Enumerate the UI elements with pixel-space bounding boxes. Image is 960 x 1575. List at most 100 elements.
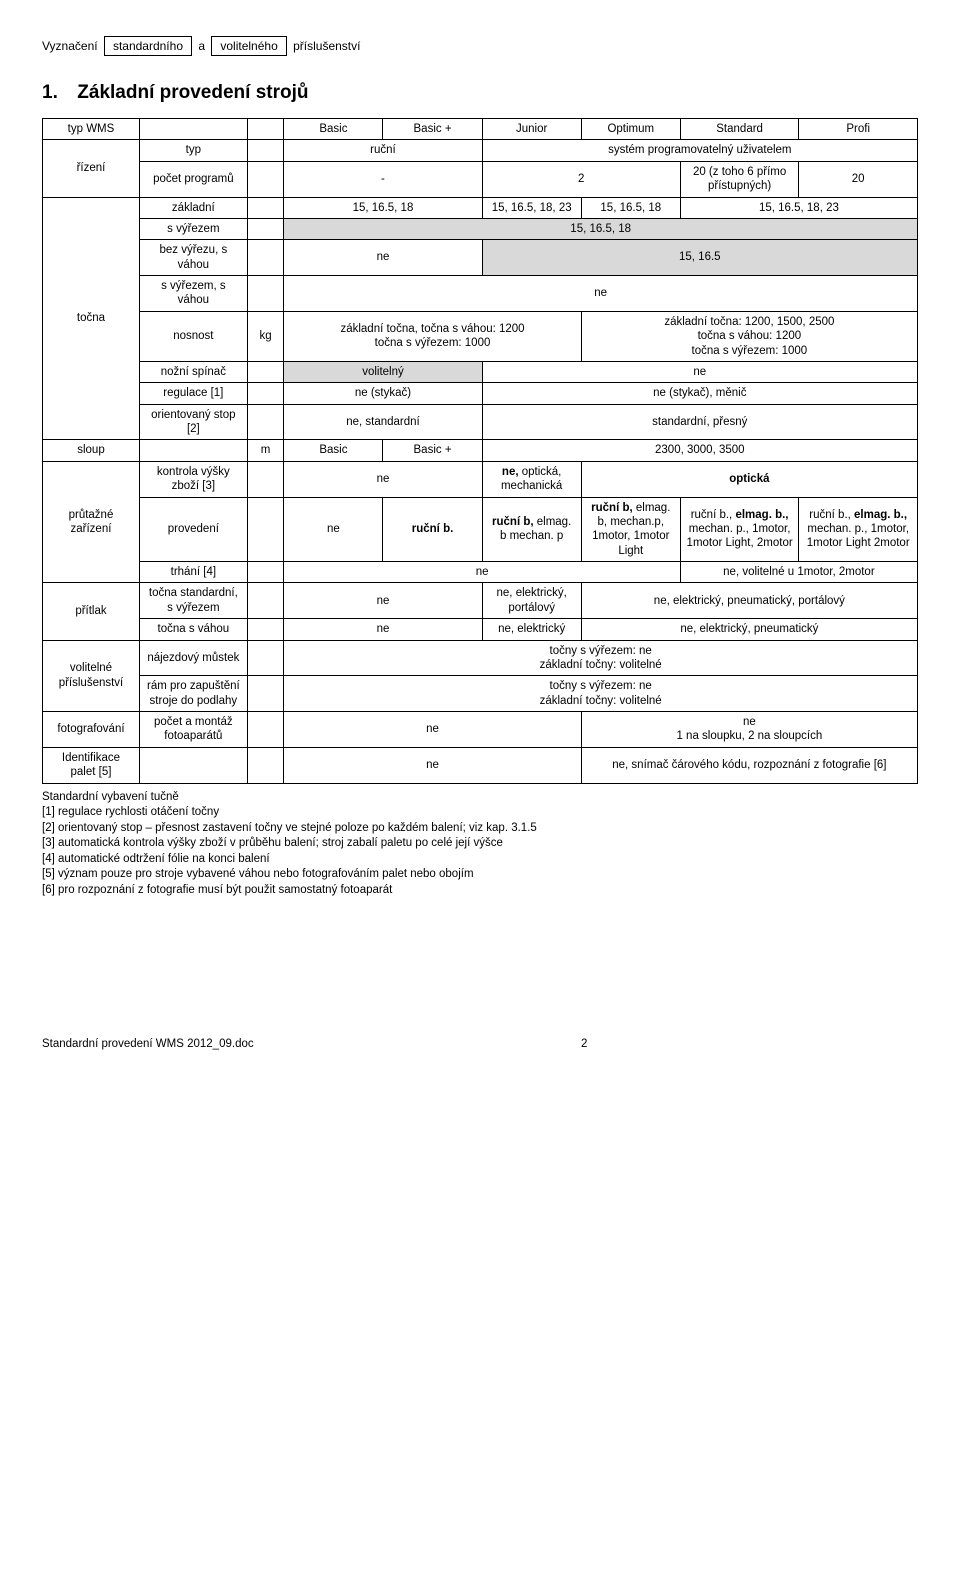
cell-stop-r: standardní, přesný (482, 404, 917, 440)
legend-row: Vyznačení standardního a volitelného pří… (42, 36, 918, 56)
cell-spinac-ne: ne (482, 361, 917, 382)
note-2: [2] orientovaný stop – přesnost zastaven… (42, 821, 918, 837)
cell-tocna-zakl: základní (139, 197, 247, 218)
cell-prov-j: ruční b, elmag. b mechan. p (482, 497, 581, 562)
row-pritlak-std: přítlak točna standardní, s výřezem ne n… (43, 583, 918, 619)
footnotes: Standardní vybavení tučně [1] regulace r… (42, 790, 918, 899)
note-1: [1] regulace rychlosti otáčení točny (42, 805, 918, 821)
cell-pritlak-vahou-mid: ne, elektrický (482, 619, 581, 640)
cell-ident: Identifikace palet [5] (43, 747, 140, 783)
cell-prog-2: 2 (482, 161, 680, 197)
cell-trhani-r: ne, volitelné u 1motor, 2motor (680, 562, 917, 583)
cell-vol-mustek: nájezdový můstek (139, 640, 247, 676)
cell-tocna-vyrezvahou: s výřezem, s váhou (139, 276, 247, 312)
cell-pritlak: přítlak (43, 583, 140, 640)
cell-prov-basic: ne (284, 497, 383, 562)
page-footer: Standardní provedení WMS 2012_09.doc 2 . (42, 1038, 918, 1050)
cell-tocna-vyrezvahou-blank (247, 276, 284, 312)
row-prut-trhani: trhání [4] ne ne, volitelné u 1motor, 2m… (43, 562, 918, 583)
cell-prut-provedeni-blank (247, 497, 284, 562)
legend-optional-box: volitelného (211, 36, 286, 56)
cell-vol-ram-blank (247, 676, 284, 712)
cell-rizeni-typ: typ (139, 140, 247, 161)
cell-prog-20note: 20 (z toho 6 přímo přístupných) (680, 161, 799, 197)
cell-nosnost-right: základní točna: 1200, 1500, 2500 točna s… (581, 311, 917, 361)
cell-prog-20: 20 (799, 161, 918, 197)
row-tocna-spinac: nožní spínač volitelný ne (43, 361, 918, 382)
cell-pritlak-std-mid: ne, elektrický, portálový (482, 583, 581, 619)
hdr-basicplus: Basic + (383, 119, 482, 140)
cell-pritlak-vahou-ne: ne (284, 619, 482, 640)
cell-foto-pocet: počet a montáž fotoaparátů (139, 712, 247, 748)
row-foto: fotografování počet a montáž fotoaparátů… (43, 712, 918, 748)
nosnost-r3: točna s výřezem: 1000 (692, 345, 808, 357)
cell-vol-mustek-blank (247, 640, 284, 676)
cell-reg-blank (247, 383, 284, 404)
cell-spinac: nožní spínač (139, 361, 247, 382)
cell-prut-provedeni: provedení (139, 497, 247, 562)
cell-pritlak-std-blank (247, 583, 284, 619)
cell-ident-blank1 (139, 747, 247, 783)
row-tocna-vyrezvahou: s výřezem, s váhou ne (43, 276, 918, 312)
cell-prog: počet programů (139, 161, 247, 197)
cell-prut-kontrola-om: ne, optická, mechanická (482, 461, 581, 497)
cell-ident-r: ne, snímač čárového kódu, rozpoznání z f… (581, 747, 917, 783)
cell-prov-s: ruční b., elmag. b., mechan. p., 1motor,… (680, 497, 799, 562)
nosnost-r2: točna s váhou: 1200 (698, 330, 802, 342)
cell-pritlak-std-ne: ne (284, 583, 482, 619)
cell-tocna-bezvyrez-val: 15, 16.5 (482, 240, 917, 276)
spec-table: typ WMS Basic Basic + Junior Optimum Sta… (42, 118, 918, 784)
hdr-spacer1 (139, 119, 247, 140)
row-ident: Identifikace palet [5] ne ne, snímač čár… (43, 747, 918, 783)
cell-rizeni-typ-blank (247, 140, 284, 161)
row-tocna-nosnost: nosnost kg základní točna, točna s váhou… (43, 311, 918, 361)
cell-tocna-v2: 15, 16.5, 18, 23 (482, 197, 581, 218)
note-0: Standardní vybavení tučně (42, 790, 918, 806)
nosnost-r1: základní točna: 1200, 1500, 2500 (664, 316, 834, 328)
hdr-spacer2 (247, 119, 284, 140)
footer-page: 2 (581, 1038, 587, 1050)
row-tocna-zakl: točna základní 15, 16.5, 18 15, 16.5, 18… (43, 197, 918, 218)
row-tocna-vyrez: s výřezem 15, 16.5, 18 (43, 218, 918, 239)
cell-sloup-v: 2300, 3000, 3500 (482, 440, 917, 461)
cell-tocna-bezvyrez: bez výřezu, s váhou (139, 240, 247, 276)
heading-num: 1. (42, 82, 72, 104)
row-rizeni-typ: řízení typ ruční systém programovatelný … (43, 140, 918, 161)
cell-reg-l: ne (stykač) (284, 383, 482, 404)
cell-rucni: ruční (284, 140, 482, 161)
cell-foto-blank (247, 712, 284, 748)
cell-tocna-vyrezvahou-ne: ne (284, 276, 918, 312)
cell-nosnost: nosnost (139, 311, 247, 361)
cell-tocna-bezvyrez-blank (247, 240, 284, 276)
note-6: [6] pro rozpoznání z fotografie musí být… (42, 883, 918, 899)
cell-reg-r: ne (stykač), měnič (482, 383, 917, 404)
cell-prut-kontrola-ne: ne (284, 461, 482, 497)
heading-title: Základní provedení strojů (77, 82, 308, 103)
cell-vol: volitelné příslušenství (43, 640, 140, 712)
cell-prog-blank (247, 161, 284, 197)
cell-nosnost-left: základní točna, točna s váhou: 1200 točn… (284, 311, 581, 361)
note-3: [3] automatická kontrola výšky zboží v p… (42, 836, 918, 852)
cell-sloup-blank (139, 440, 247, 461)
cell-foto-ne: ne (284, 712, 581, 748)
row-pritlak-vahou: točna s váhou ne ne, elektrický ne, elek… (43, 619, 918, 640)
cell-sloup-m: m (247, 440, 284, 461)
hdr-optimum: Optimum (581, 119, 680, 140)
cell-prov-o: ruční b, elmag. b, mechan.p, 1motor, 1mo… (581, 497, 680, 562)
cell-trhani-blank (247, 562, 284, 583)
cell-rizeni: řízení (43, 140, 140, 197)
nosnost-left1: základní točna, točna s váhou: 1200 (340, 323, 524, 335)
hdr-typwms: typ WMS (43, 119, 140, 140)
row-tocna-bezvyrez: bez výřezu, s váhou ne 15, 16.5 (43, 240, 918, 276)
hdr-basic: Basic (284, 119, 383, 140)
cell-foto: fotografování (43, 712, 140, 748)
note-4: [4] automatické odtržení fólie na konci … (42, 852, 918, 868)
row-prut-kontrola: průtažné zařízení kontrola výšky zboží [… (43, 461, 918, 497)
legend-standard-box: standardního (104, 36, 192, 56)
row-tocna-stop: orientovaný stop [2] ne, standardní stan… (43, 404, 918, 440)
hdr-junior: Junior (482, 119, 581, 140)
row-prut-provedeni: provedení ne ruční b. ruční b, elmag. b … (43, 497, 918, 562)
page-heading: 1. Základní provedení strojů (42, 82, 918, 104)
cell-prov-bp: ruční b. (383, 497, 482, 562)
cell-prut-kontrola-blank (247, 461, 284, 497)
